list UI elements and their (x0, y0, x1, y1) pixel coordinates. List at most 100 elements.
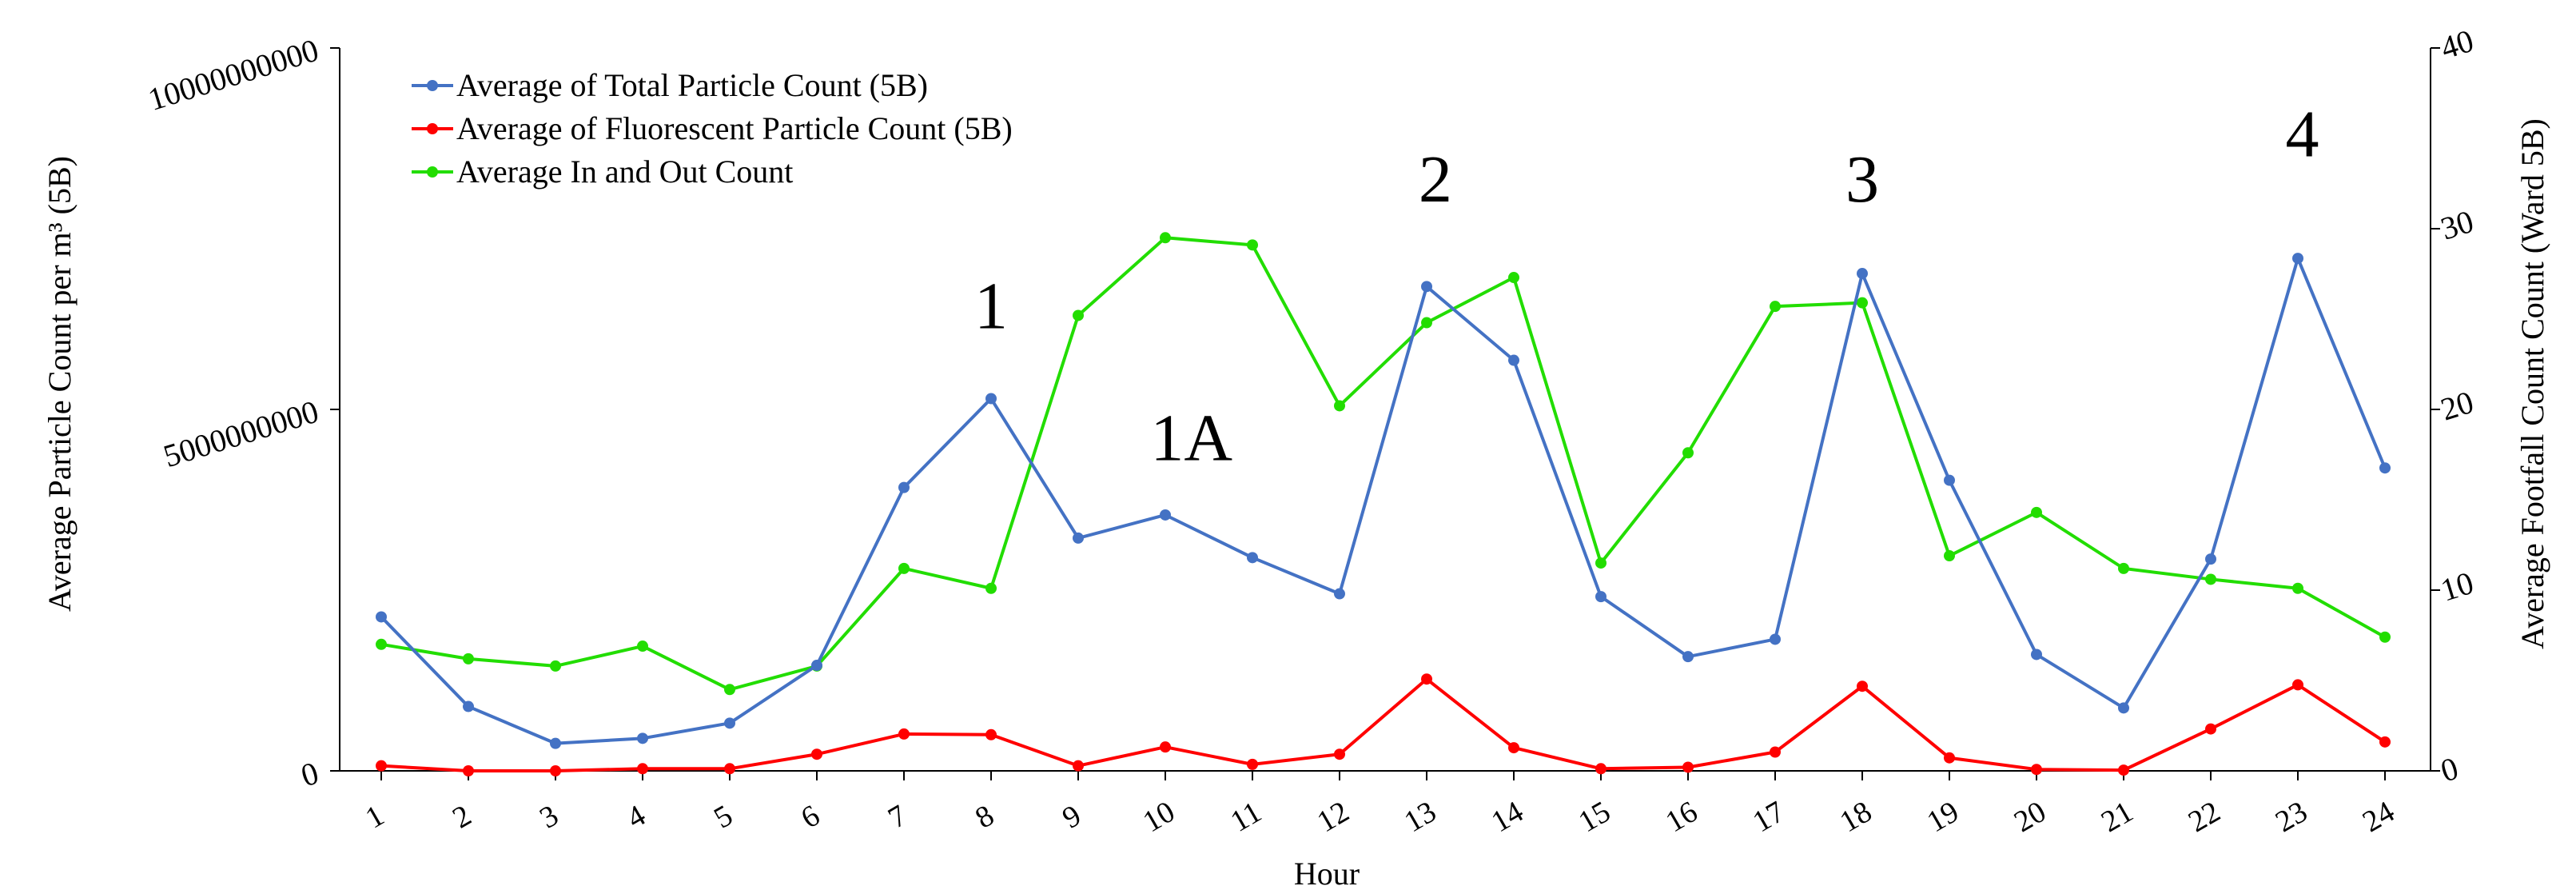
annotation-label: 1A (1150, 401, 1232, 475)
x-tick-label: 19 (1921, 795, 1965, 839)
data-point-total-particle (376, 611, 387, 623)
legend-entry: Average of Fluorescent Particle Count (5… (456, 110, 1013, 146)
data-point-in-out-count (985, 582, 997, 594)
data-point-total-particle (637, 732, 648, 744)
y-right-tick-label: 20 (2436, 384, 2477, 428)
x-tick-label: 21 (2096, 795, 2139, 839)
data-point-in-out-count (2031, 506, 2042, 518)
series-layer (376, 232, 2391, 776)
data-point-in-out-count (898, 562, 910, 574)
data-point-fluorescent-particle (1595, 763, 1607, 775)
y-right-tick-label: 10 (2436, 565, 2477, 609)
y-right-tick-label: 30 (2436, 203, 2477, 247)
data-point-total-particle (2379, 462, 2391, 474)
data-point-total-particle (550, 737, 561, 749)
x-tick-label: 9 (1057, 799, 1086, 836)
series-line-in-out-count (380, 236, 2386, 692)
data-point-total-particle (2292, 253, 2303, 265)
data-point-total-particle (2205, 553, 2216, 565)
data-point-fluorescent-particle (1508, 742, 1519, 754)
annotations: 1 1A 2 3 4 (974, 98, 2319, 476)
x-tick-label: 18 (1834, 795, 1877, 839)
data-point-total-particle (1944, 474, 1955, 486)
x-tick-label: 23 (2270, 795, 2313, 839)
y-right-tick-label: 0 (2436, 750, 2462, 789)
x-tick-label: 14 (1486, 795, 1529, 839)
series-line-fluorescent-particle (380, 677, 2387, 772)
data-point-fluorescent-particle (1682, 761, 1694, 773)
data-point-in-out-count (463, 653, 474, 665)
y-left-tick-label: 0 (297, 755, 322, 794)
x-tick-label: 11 (1225, 795, 1268, 839)
legend-entry: Average In and Out Count (456, 154, 793, 190)
y-left-tick-label: 5000000000 (159, 393, 322, 475)
data-point-total-particle (811, 660, 822, 672)
data-point-fluorescent-particle (2031, 764, 2042, 776)
data-point-fluorescent-particle (550, 765, 561, 776)
data-point-in-out-count (2379, 631, 2391, 643)
legend-swatch-marker (427, 123, 438, 134)
data-point-in-out-count (1334, 400, 1345, 412)
annotation-label: 2 (1419, 142, 1452, 217)
x-tick-label: 20 (2009, 795, 2052, 839)
data-point-fluorescent-particle (1770, 746, 1781, 758)
x-tick-label: 22 (2183, 795, 2226, 839)
data-point-in-out-count (376, 638, 387, 650)
y-left-axis-title: Average Particle Count per m³ (5B) (42, 156, 78, 612)
x-tick-label: 2 (447, 799, 476, 836)
data-point-in-out-count (1421, 317, 1432, 329)
series-line-total-particle (380, 257, 2387, 745)
data-point-fluorescent-particle (2205, 723, 2216, 735)
x-tick-label: 3 (534, 799, 563, 836)
data-point-in-out-count (550, 660, 561, 672)
data-point-in-out-count (1944, 550, 1955, 562)
data-point-total-particle (898, 481, 910, 493)
data-point-fluorescent-particle (376, 760, 387, 772)
data-point-in-out-count (2205, 573, 2216, 585)
data-point-total-particle (1334, 588, 1345, 600)
data-point-in-out-count (1857, 297, 1868, 309)
x-tick-label: 8 (969, 799, 999, 836)
x-tick-label: 17 (1747, 795, 1790, 839)
x-tick-label: 10 (1137, 795, 1181, 839)
data-point-in-out-count (1682, 447, 1694, 459)
data-point-total-particle (1160, 509, 1171, 521)
data-point-total-particle (1682, 651, 1694, 663)
data-point-in-out-count (1508, 272, 1519, 284)
data-point-fluorescent-particle (1857, 680, 1868, 692)
data-point-total-particle (2031, 649, 2042, 661)
legend-swatch-marker (427, 80, 438, 91)
data-point-fluorescent-particle (1421, 673, 1432, 685)
data-point-total-particle (724, 717, 735, 729)
legend-entry: Average of Total Particle Count (5B) (456, 67, 928, 103)
legend-swatch-marker (427, 166, 438, 178)
data-point-fluorescent-particle (637, 763, 648, 775)
data-point-in-out-count (637, 641, 648, 653)
data-point-total-particle (1247, 552, 1258, 564)
y-left-tick-label: 10000000000 (144, 32, 323, 118)
data-point-fluorescent-particle (724, 763, 735, 775)
data-point-in-out-count (2292, 582, 2303, 594)
data-point-fluorescent-particle (2118, 764, 2129, 776)
data-point-total-particle (1857, 268, 1868, 280)
data-point-in-out-count (1595, 557, 1607, 569)
x-tick-label: 5 (708, 799, 738, 836)
data-point-total-particle (1508, 354, 1519, 366)
x-tick-label: 24 (2357, 795, 2400, 839)
data-point-total-particle (985, 393, 997, 405)
annotation-label: 1 (974, 269, 1008, 343)
x-axis-title: Hour (1294, 856, 1360, 890)
x-tick-label: 4 (621, 799, 651, 836)
data-point-fluorescent-particle (1334, 748, 1345, 760)
x-tick-label: 1 (360, 799, 389, 836)
data-point-total-particle (1421, 281, 1432, 293)
data-point-fluorescent-particle (463, 765, 474, 776)
annotation-label: 4 (2285, 98, 2319, 172)
x-tick-label: 6 (795, 799, 825, 836)
x-tick-label: 16 (1660, 795, 1703, 839)
data-point-total-particle (1073, 532, 1084, 544)
data-point-fluorescent-particle (1247, 758, 1258, 770)
data-point-total-particle (2118, 702, 2129, 714)
data-point-fluorescent-particle (811, 748, 822, 760)
